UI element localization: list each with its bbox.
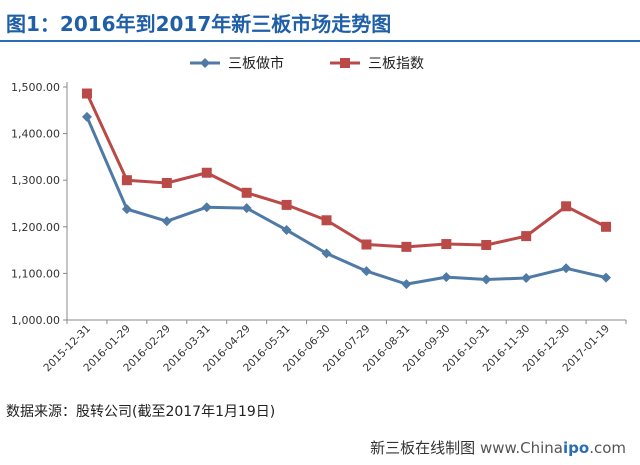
data-point-square — [121, 175, 132, 186]
footer-domain-suffix: .com — [589, 439, 626, 457]
data-point-square — [521, 231, 532, 242]
data-point-square — [161, 177, 172, 188]
data-point-diamond — [321, 248, 332, 259]
chart-legend: 三板做市 三板指数 — [190, 55, 424, 72]
data-point-square — [601, 221, 612, 232]
legend-label-2: 三板指数 — [368, 56, 424, 72]
y-tick-label: 1,200.00 — [11, 221, 60, 234]
footer-domain-bold: ipo — [563, 439, 590, 457]
data-point-diamond — [81, 111, 92, 122]
data-point-square — [481, 239, 492, 250]
data-point-square — [361, 239, 372, 250]
title-rule — [0, 40, 640, 42]
y-tick-label: 1,300.00 — [11, 174, 60, 187]
chart-series — [81, 88, 612, 290]
chart-axes — [66, 82, 626, 321]
footer-credit: 新三板在线制图 www.Chinaipo.com — [370, 437, 626, 458]
y-tick-label: 1,500.00 — [11, 81, 60, 94]
data-point-diamond — [561, 263, 572, 274]
series-line-1 — [85, 116, 607, 286]
legend-marker-square — [340, 58, 350, 68]
legend-label-1: 三板做市 — [228, 55, 284, 72]
data-point-square — [201, 167, 212, 178]
data-point-square — [281, 199, 292, 210]
data-point-square — [441, 239, 452, 250]
data-point-diamond — [601, 272, 612, 283]
y-tick-labels: 1,000.00 1,100.00 1,200.00 1,300.00 1,400.00… — [11, 81, 67, 327]
y-tick-label: 1,000.00 — [11, 314, 60, 327]
y-tick-label: 1,100.00 — [11, 267, 60, 280]
data-point-diamond — [241, 203, 252, 214]
data-point-diamond — [361, 266, 372, 277]
line-chart: 1,000.00 1,100.00 1,200.00 1,300.00 1,400.00… — [11, 55, 627, 374]
data-point-square — [401, 241, 412, 252]
data-point-square — [81, 88, 92, 99]
data-point-diamond — [481, 274, 492, 285]
footer-label: 新三板在线制图 — [370, 439, 476, 457]
data-point-diamond — [521, 273, 532, 284]
footer-domain-prefix: www.China — [479, 439, 563, 457]
data-point-diamond — [121, 204, 132, 215]
data-point-diamond — [281, 225, 292, 236]
data-point-square — [561, 201, 572, 212]
data-point-diamond — [161, 216, 172, 227]
legend-marker-diamond — [200, 58, 210, 68]
y-tick-label: 1,400.00 — [11, 128, 60, 141]
data-point-square — [321, 215, 332, 226]
data-point-square — [241, 187, 252, 198]
chart-title: 图1：2016年到2017年新三板市场走势图 — [6, 12, 392, 36]
data-point-diamond — [201, 202, 212, 213]
data-point-diamond — [401, 279, 412, 290]
data-point-diamond — [441, 272, 452, 283]
x-tick-labels: 2015-12-312016-01-292016-02-292016-03-31… — [41, 320, 627, 374]
series-line-2 — [85, 92, 607, 249]
data-source-note: 数据来源：股转公司(截至2017年1月19日) — [6, 404, 276, 420]
